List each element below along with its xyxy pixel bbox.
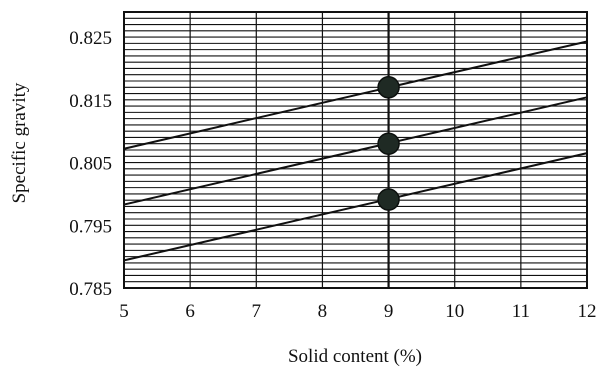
y-axis-title: Specific gravity	[9, 82, 30, 203]
plot-frame	[123, 11, 588, 289]
x-tick-label: 8	[318, 301, 328, 322]
data-point-2	[377, 132, 400, 155]
y-tick-label: 0.815	[69, 91, 112, 112]
x-tick-label: 6	[185, 301, 195, 322]
y-tick-label: 0.795	[69, 216, 112, 237]
points-layer	[377, 76, 400, 211]
x-tick-label: 12	[578, 301, 597, 322]
series-line-1	[123, 40, 588, 150]
data-point-3	[377, 188, 400, 211]
ticks-layer: 5 6 7 8 9 10 11 12 0.785 0.795 0.805 0.815 0.825	[69, 28, 596, 322]
x-tick-label: 5	[119, 301, 129, 322]
y-tick-label: 0.785	[69, 279, 112, 300]
x-tick-label: 7	[252, 301, 262, 322]
x-tick-label: 11	[512, 301, 530, 322]
x-tick-label: 9	[384, 301, 394, 322]
data-point-1	[377, 76, 400, 99]
series-layer	[123, 40, 588, 262]
x-tick-label: 10	[445, 301, 464, 322]
series-line-3	[123, 152, 588, 262]
y-tick-label: 0.805	[69, 154, 112, 175]
x-axis-title: Solid content (%)	[288, 346, 422, 367]
series-line-2	[123, 96, 588, 206]
y-tick-label: 0.825	[69, 28, 112, 49]
